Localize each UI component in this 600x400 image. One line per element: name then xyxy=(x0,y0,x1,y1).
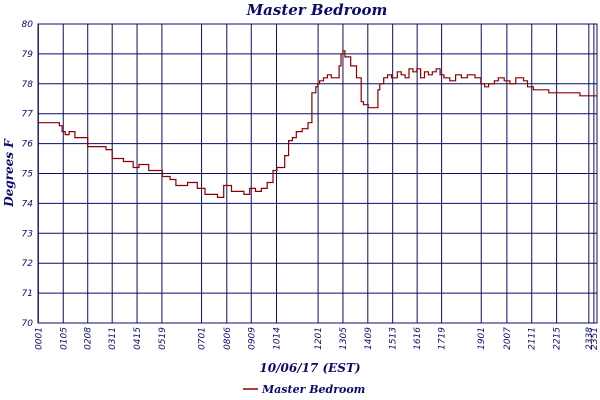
x-tick-label: 2351 xyxy=(590,327,600,350)
y-tick-label: 77 xyxy=(22,110,34,120)
x-tick-label: 1513 xyxy=(389,327,399,350)
x-tick-label: 0105 xyxy=(59,327,69,350)
x-tick-label: 0519 xyxy=(158,327,168,350)
x-tick-label: 1901 xyxy=(477,327,487,350)
x-tick-label: 1201 xyxy=(314,327,324,350)
y-tick-label: 71 xyxy=(22,289,33,299)
x-tick-label: 1616 xyxy=(413,327,423,350)
y-tick-label: 79 xyxy=(22,50,34,60)
x-tick-label: 0415 xyxy=(133,327,143,350)
series-group xyxy=(38,50,597,198)
x-tick-label: 2111 xyxy=(528,327,538,350)
x-tick-label: 0311 xyxy=(108,327,118,350)
x-tick-label: 0208 xyxy=(84,327,94,350)
y-tick-label: 75 xyxy=(22,170,34,180)
x-tick-label: 0701 xyxy=(198,327,208,350)
y-tick-label: 73 xyxy=(22,229,34,239)
x-tick-label: 1305 xyxy=(339,327,349,350)
x-tick-label: 1409 xyxy=(364,327,374,350)
x-axis-label: 10/06/17 (EST) xyxy=(259,361,360,375)
x-tick-label: 2338 xyxy=(585,327,595,350)
y-tick-label: 72 xyxy=(22,259,34,269)
y-tick-label: 78 xyxy=(22,80,34,90)
y-tick-label: 80 xyxy=(22,20,34,30)
y-tick-labels: 70 71 72 73 74 75 76 77 78 79 80 xyxy=(22,20,34,329)
x-tick-label: 1014 xyxy=(273,327,283,350)
x-tick-label: 0806 xyxy=(223,327,233,350)
series-line-master-bedroom xyxy=(38,50,597,198)
y-axis-label: Degrees F xyxy=(2,138,16,208)
chart-title: Master Bedroom xyxy=(246,1,388,19)
x-tick-label: 2007 xyxy=(503,327,513,350)
y-tick-label: 76 xyxy=(22,140,34,150)
grid xyxy=(37,23,598,324)
x-tick-label: 0001 xyxy=(34,327,44,350)
x-tick-labels: 0001 0105 0208 0311 0415 0519 0701 0806 0909 1014… xyxy=(34,327,600,350)
x-tick-label: 0909 xyxy=(247,327,257,350)
legend: Master Bedroom xyxy=(243,383,365,396)
y-tick-label: 74 xyxy=(22,199,34,209)
y-tick-label: 70 xyxy=(22,319,34,329)
x-tick-label: 1719 xyxy=(438,327,448,350)
legend-label: Master Bedroom xyxy=(261,383,365,396)
x-tick-label: 2215 xyxy=(553,327,563,350)
